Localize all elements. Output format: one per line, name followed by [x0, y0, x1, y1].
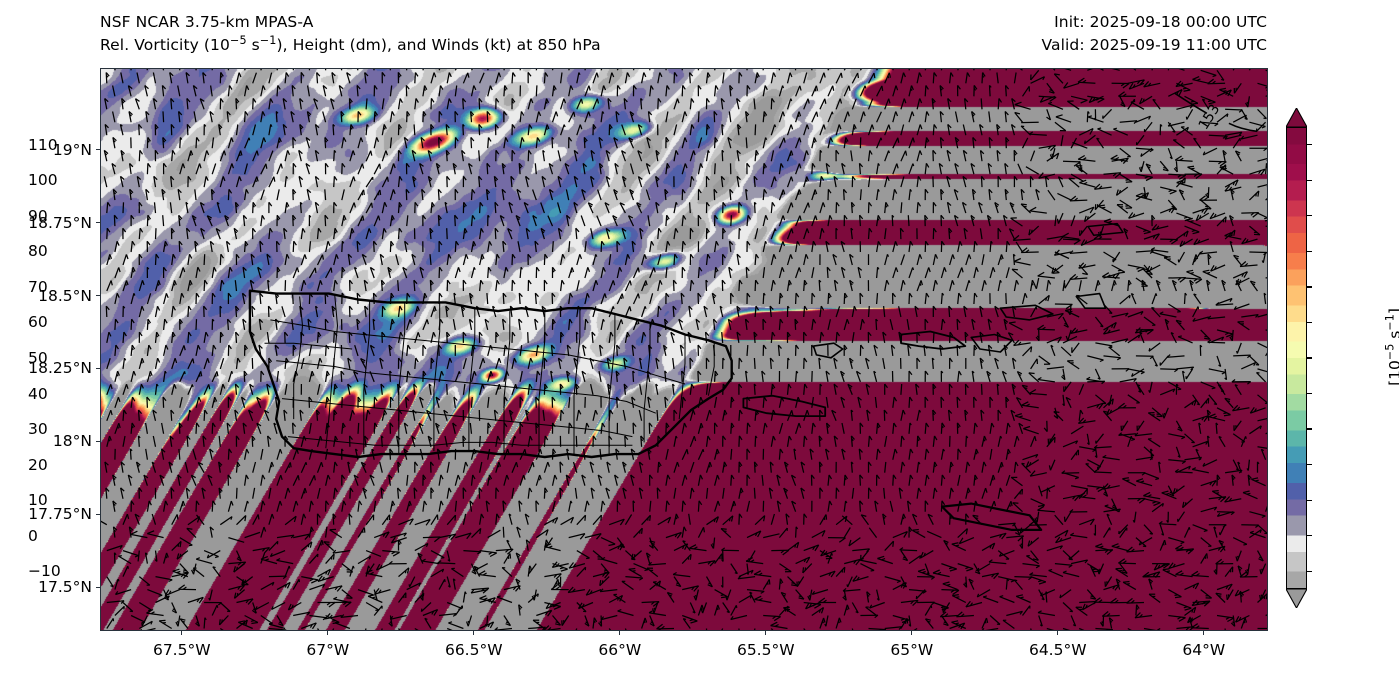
- y-axis-tick-label: 18°N: [52, 432, 92, 451]
- x-axis-tick-label: 67.5°W: [152, 641, 211, 659]
- map-plot-area: 153: [100, 68, 1268, 631]
- x-axis-tick-label: 65°W: [890, 641, 934, 659]
- y-axis-tick-mark: [96, 440, 100, 443]
- vorticity-shading-layer: [101, 69, 1267, 630]
- x-axis-tick-mark: [181, 631, 183, 635]
- wind-barb-layer: [101, 69, 1267, 630]
- colorbar-tick-mark: [1307, 570, 1312, 572]
- colorbar-tick-mark: [1307, 286, 1312, 288]
- colorbar-extend-bottom-arrow: [1286, 589, 1307, 608]
- x-axis-tick-mark: [327, 631, 329, 635]
- x-axis-tick-label: 67°W: [306, 641, 350, 659]
- colorbar-tick-label: 100: [28, 171, 58, 190]
- y-axis-tick-mark: [96, 294, 100, 297]
- y-axis-tick-label: 19°N: [52, 140, 92, 159]
- x-axis-tick-mark: [1203, 631, 1205, 635]
- colorbar-tick-mark: [1307, 464, 1312, 466]
- x-axis-tick-mark: [473, 631, 475, 635]
- colorbar-tick-label: 20: [28, 455, 48, 474]
- colorbar-tick-mark: [1307, 357, 1312, 359]
- valid-time-label: Valid: 2025-09-19 11:00 UTC: [1041, 36, 1267, 54]
- colorbar-tick-label: 60: [28, 313, 48, 332]
- colorbar-gradient: [1286, 127, 1307, 589]
- colorbar-tick-mark: [1307, 535, 1312, 537]
- init-time-label: Init: 2025-09-18 00:00 UTC: [1054, 13, 1267, 31]
- x-axis-tick-mark: [1057, 631, 1059, 635]
- colorbar-extend-top-arrow: [1286, 108, 1307, 127]
- y-axis-tick-label: 17.75°N: [28, 505, 92, 524]
- colorbar: [1286, 108, 1307, 608]
- figure-title-right: Init: 2025-09-18 00:00 UTC Valid: 2025-0…: [1041, 11, 1267, 57]
- colorbar-tick-label: 50: [28, 349, 48, 367]
- y-axis-tick-label: 18.25°N: [28, 359, 92, 378]
- colorbar-tick-label: 70: [28, 277, 48, 296]
- x-axis-tick-label: 64°W: [1182, 641, 1226, 659]
- colorbar-tick-mark: [1307, 250, 1312, 252]
- colorbar-tick-label: 10: [28, 491, 48, 510]
- y-axis-tick-mark: [96, 222, 100, 224]
- y-axis-tick-mark: [96, 513, 100, 515]
- colorbar-tick-mark: [1307, 392, 1312, 395]
- y-axis-tick-mark: [96, 149, 100, 151]
- y-axis-tick-mark: [96, 367, 100, 370]
- colorbar-tick-mark: [1307, 321, 1312, 324]
- coastline-boundary-layer: [248, 222, 1124, 531]
- figure-title-left: NSF NCAR 3.75-km MPAS-A Rel. Vorticity (…: [100, 11, 601, 57]
- colorbar-tick-label: 80: [28, 242, 48, 261]
- x-axis-tick-label: 65.5°W: [736, 641, 795, 659]
- x-axis-tick-label: 66.5°W: [444, 641, 503, 659]
- colorbar-tick-label: −10: [28, 562, 61, 581]
- colorbar-tick-label: 110: [28, 135, 58, 154]
- height-contour-layer: 153: [1174, 92, 1257, 133]
- colorbar-tick-label: 40: [28, 384, 48, 403]
- colorbar-tick-mark: [1307, 428, 1312, 430]
- y-axis-tick-label: 17.5°N: [38, 578, 92, 597]
- field-description-line: Rel. Vorticity (10−5 s−1), Height (dm), …: [100, 33, 601, 54]
- x-axis-tick-label: 66°W: [598, 641, 642, 659]
- x-axis-tick-mark: [765, 631, 767, 635]
- height-contour-label: 153: [1196, 102, 1224, 133]
- model-name-line: NSF NCAR 3.75-km MPAS-A: [100, 13, 314, 31]
- colorbar-tick-label: 30: [28, 420, 48, 439]
- colorbar-tick-mark: [1307, 215, 1312, 217]
- y-axis-tick-label: 18.75°N: [28, 213, 92, 232]
- colorbar-tick-label: 0: [28, 526, 38, 545]
- x-axis-tick-mark: [619, 631, 621, 635]
- colorbar-tick-mark: [1307, 144, 1312, 146]
- x-axis-tick-label: 64.5°W: [1028, 641, 1087, 659]
- colorbar-tick-mark: [1307, 499, 1312, 501]
- y-axis-tick-mark: [96, 586, 100, 588]
- y-axis-tick-label: 18.5°N: [38, 286, 92, 305]
- colorbar-tick-label: 90: [28, 206, 48, 225]
- x-axis-tick-mark: [911, 631, 913, 635]
- colorbar-tick-mark: [1307, 179, 1312, 181]
- colorbar-axis-label: [10−5 s−1]: [1383, 308, 1399, 386]
